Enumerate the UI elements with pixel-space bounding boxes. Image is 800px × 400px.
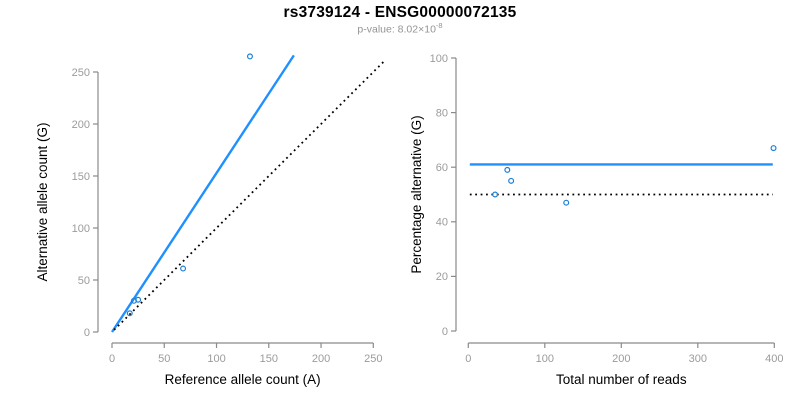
x-tick-label: 50 [158, 353, 170, 365]
x-tick-label: 0 [109, 353, 115, 365]
x-tick-label: 0 [465, 353, 471, 365]
fitted-allelic-ratio-line [110, 54, 295, 333]
x-axis-title: Reference allele count (A) [165, 372, 321, 387]
x-tick-label: 400 [765, 353, 783, 365]
plot-panel-allele-counts: 0 50 100 150 200 250 0 50 100 150 200 250 Reference … [35, 53, 386, 387]
y-tick-label: 250 [72, 67, 90, 79]
y-tick-label: 150 [72, 171, 90, 183]
data-point [246, 53, 253, 60]
pvalue-subtitle: p-value: 8.02×10-8 [0, 21, 800, 36]
y-tick-label: 20 [436, 271, 448, 283]
x-tick-label: 250 [364, 353, 382, 365]
x-tick-label: 300 [689, 353, 707, 365]
data-point [563, 199, 570, 206]
y-tick-label: 80 [436, 107, 448, 119]
data-point [504, 166, 511, 173]
y-tick-label: 0 [442, 326, 448, 338]
y-tick-label: 50 [78, 275, 90, 287]
data-point [135, 296, 142, 303]
x-tick-label: 150 [260, 353, 278, 365]
data-point [508, 177, 515, 184]
y-tick-label: 40 [436, 217, 448, 229]
pvalue-text: p-value: 8.02×10 [357, 23, 436, 36]
x-axis-title: Total number of reads [556, 372, 687, 387]
y-tick-label: 60 [436, 162, 448, 174]
data-point [492, 191, 499, 198]
page-title: rs3739124 - ENSG00000072135 [283, 4, 517, 21]
x-tick-label: 100 [536, 353, 554, 365]
x-tick-label: 200 [612, 353, 630, 365]
plot-panel-percentage-vs-coverage: 0 20 40 60 80 100 0 100 200 300 400 Total number of… [409, 53, 783, 387]
data-point [770, 145, 777, 152]
y-axis-title: Percentage alternative (G) [409, 115, 424, 273]
x-tick-label: 100 [207, 353, 225, 365]
pvalue-exponent: -8 [435, 21, 443, 30]
y-tick-label: 100 [72, 223, 90, 235]
data-point [126, 310, 133, 317]
y-tick-label: 0 [84, 327, 90, 339]
y-axis-title: Alternative allele count (G) [35, 122, 50, 281]
data-point [180, 265, 187, 272]
identity-line [113, 59, 386, 331]
x-tick-label: 200 [312, 353, 330, 365]
y-tick-label: 100 [430, 53, 448, 65]
y-tick-label: 200 [72, 119, 90, 131]
